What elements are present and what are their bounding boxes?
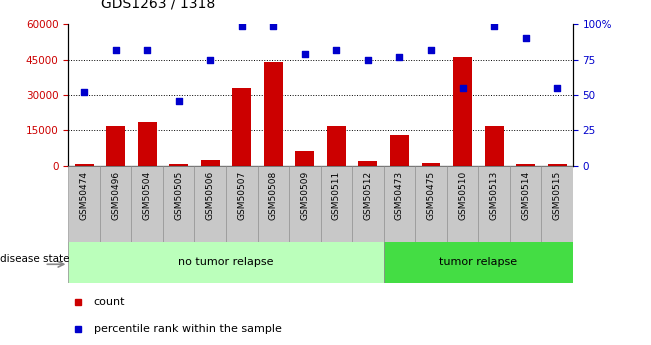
Bar xyxy=(169,165,188,166)
Bar xyxy=(453,57,472,166)
Bar xyxy=(516,164,535,166)
Text: GSM50513: GSM50513 xyxy=(490,171,499,220)
Text: GSM50509: GSM50509 xyxy=(300,171,309,220)
Text: GSM50510: GSM50510 xyxy=(458,171,467,220)
Point xyxy=(205,57,215,62)
FancyBboxPatch shape xyxy=(320,166,352,242)
Text: no tumor relapse: no tumor relapse xyxy=(178,257,274,267)
Bar xyxy=(201,160,219,166)
Point xyxy=(299,51,310,57)
Bar xyxy=(264,62,283,166)
Point xyxy=(457,85,467,91)
FancyBboxPatch shape xyxy=(132,166,163,242)
Bar xyxy=(421,164,441,166)
Text: GSM50506: GSM50506 xyxy=(206,171,215,220)
Text: tumor relapse: tumor relapse xyxy=(439,257,518,267)
Point xyxy=(268,23,279,28)
Point xyxy=(363,57,373,62)
Bar xyxy=(232,88,251,166)
Point xyxy=(426,47,436,52)
FancyBboxPatch shape xyxy=(226,166,258,242)
Bar xyxy=(296,151,314,166)
FancyBboxPatch shape xyxy=(68,241,383,283)
Text: disease state: disease state xyxy=(0,254,70,264)
Text: GSM50512: GSM50512 xyxy=(363,171,372,220)
Bar xyxy=(106,126,125,166)
Point xyxy=(79,89,89,95)
Point xyxy=(552,85,562,91)
Text: GSM50474: GSM50474 xyxy=(79,171,89,220)
Text: GSM50473: GSM50473 xyxy=(395,171,404,220)
Bar xyxy=(75,165,94,166)
FancyBboxPatch shape xyxy=(447,166,478,242)
Point xyxy=(395,54,405,59)
FancyBboxPatch shape xyxy=(68,166,100,242)
Text: GSM50505: GSM50505 xyxy=(174,171,183,220)
Point xyxy=(174,98,184,103)
FancyBboxPatch shape xyxy=(163,166,195,242)
Bar xyxy=(327,126,346,166)
Text: percentile rank within the sample: percentile rank within the sample xyxy=(94,325,281,334)
FancyBboxPatch shape xyxy=(383,166,415,242)
FancyBboxPatch shape xyxy=(195,166,226,242)
Text: GSM50507: GSM50507 xyxy=(237,171,246,220)
Point xyxy=(111,47,121,52)
Text: GSM50475: GSM50475 xyxy=(426,171,436,220)
Text: GSM50508: GSM50508 xyxy=(269,171,278,220)
FancyBboxPatch shape xyxy=(542,166,573,242)
Bar xyxy=(138,122,157,166)
FancyBboxPatch shape xyxy=(478,166,510,242)
Text: GDS1263 / 1318: GDS1263 / 1318 xyxy=(101,0,215,10)
Point xyxy=(236,23,247,28)
FancyBboxPatch shape xyxy=(510,166,542,242)
FancyBboxPatch shape xyxy=(383,241,573,283)
FancyBboxPatch shape xyxy=(258,166,289,242)
Bar xyxy=(547,165,566,166)
Text: count: count xyxy=(94,297,125,306)
Text: GSM50496: GSM50496 xyxy=(111,171,120,220)
Bar xyxy=(359,161,378,166)
Text: GSM50511: GSM50511 xyxy=(332,171,341,220)
Point xyxy=(331,47,342,52)
Text: GSM50504: GSM50504 xyxy=(143,171,152,220)
Text: GSM50514: GSM50514 xyxy=(521,171,530,220)
Bar xyxy=(390,135,409,166)
Point xyxy=(489,23,499,28)
FancyBboxPatch shape xyxy=(100,166,132,242)
FancyBboxPatch shape xyxy=(352,166,383,242)
FancyBboxPatch shape xyxy=(415,166,447,242)
Point xyxy=(520,36,531,41)
FancyBboxPatch shape xyxy=(289,166,320,242)
Text: GSM50515: GSM50515 xyxy=(553,171,562,220)
Point xyxy=(142,47,152,52)
Bar xyxy=(484,126,503,166)
